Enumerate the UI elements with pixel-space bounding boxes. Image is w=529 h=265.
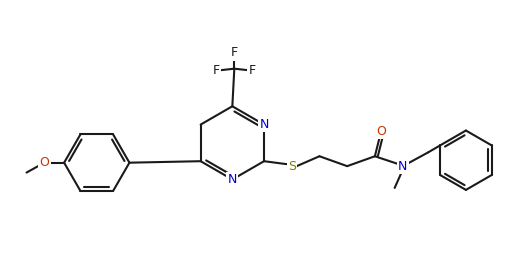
Text: N: N bbox=[227, 173, 237, 186]
Text: S: S bbox=[288, 160, 296, 173]
Text: O: O bbox=[39, 156, 49, 169]
Text: F: F bbox=[249, 64, 256, 77]
Text: O: O bbox=[376, 125, 386, 138]
Text: N: N bbox=[259, 118, 269, 131]
Text: F: F bbox=[213, 64, 220, 77]
Text: F: F bbox=[231, 46, 238, 59]
Text: N: N bbox=[398, 160, 407, 173]
